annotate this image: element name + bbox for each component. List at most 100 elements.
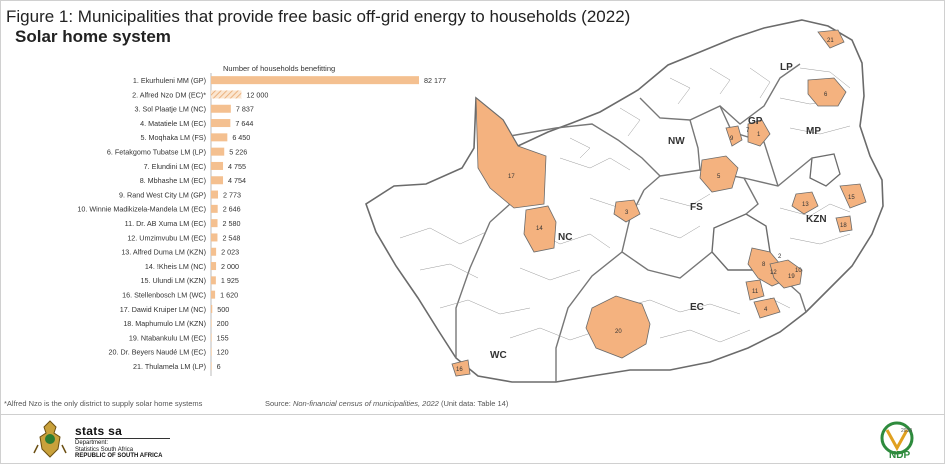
region-number: 12 bbox=[770, 270, 777, 276]
region-3 bbox=[613, 199, 641, 223]
region-number: 18 bbox=[840, 223, 847, 229]
bar-value-label: 155 bbox=[217, 333, 229, 342]
bar-value-label: 2 000 bbox=[221, 262, 239, 271]
region-number: 1 bbox=[757, 132, 761, 138]
bar-value-label: 4 755 bbox=[228, 162, 246, 171]
category-label: 21. Thulamela LM (LP) bbox=[133, 362, 206, 371]
municipal-borders bbox=[399, 67, 851, 343]
region-4 bbox=[753, 297, 781, 319]
footer-divider bbox=[0, 414, 945, 415]
category-label: 11. Dr. AB Xuma LM (EC) bbox=[125, 219, 206, 228]
stats-sa-name: stats sa bbox=[75, 424, 123, 438]
category-label: 6. Fetakgomo Tubatse LM (LP) bbox=[107, 147, 206, 156]
highlighted-municipalities bbox=[451, 29, 867, 377]
stats-sa-dept-line1: Department: bbox=[75, 440, 109, 446]
region-number: 2 bbox=[778, 254, 782, 260]
bar bbox=[211, 333, 212, 342]
stats-sa-dept-line2: Statistics South Africa bbox=[75, 446, 134, 453]
region-number: 16 bbox=[456, 367, 463, 373]
stats-sa-underline bbox=[75, 438, 170, 439]
chart-axis-label: Number of households benefitting bbox=[223, 64, 335, 73]
province-label-lp: LP bbox=[780, 62, 793, 73]
region-20 bbox=[585, 295, 651, 359]
category-label: 12. Umzimvubu LM (EC) bbox=[127, 233, 206, 242]
category-label: 4. Matatiele LM (EC) bbox=[140, 119, 206, 128]
region-1 bbox=[747, 119, 771, 147]
region-15 bbox=[839, 183, 867, 209]
region-6 bbox=[807, 77, 847, 107]
bar-value-label: 2 773 bbox=[223, 190, 241, 199]
region-number: 19 bbox=[788, 274, 795, 280]
category-label: 18. Maphumulo LM (KZN) bbox=[123, 319, 206, 328]
bar-value-label: 2 646 bbox=[223, 205, 241, 214]
province-label-gp: GP bbox=[748, 116, 763, 127]
figure-title: Figure 1: Municipalities that provide fr… bbox=[6, 7, 631, 26]
region-number: 15 bbox=[848, 195, 855, 201]
south-africa-map: 17 14 3 5 9 1 6 21 13 15 18 8 12 19 10 1… bbox=[365, 19, 884, 383]
bar-value-label: 7 644 bbox=[235, 119, 253, 128]
category-label: 9. Rand West City LM (GP) bbox=[119, 190, 206, 199]
bar bbox=[211, 90, 242, 99]
region-11 bbox=[745, 279, 765, 301]
bar-chart: Number of households benefitting 1. Ekur… bbox=[77, 64, 446, 376]
region-17 bbox=[475, 97, 547, 209]
category-label: 16. Stellenbosch LM (WC) bbox=[122, 290, 206, 299]
bar bbox=[211, 161, 224, 170]
bar-value-label: 82 177 bbox=[424, 76, 446, 85]
region-number: 5 bbox=[717, 174, 721, 180]
bar bbox=[211, 219, 218, 228]
category-label: 8. Mbhashe LM (EC) bbox=[140, 176, 206, 185]
category-label: 7. Elundini LM (EC) bbox=[144, 162, 206, 171]
region-number: 11 bbox=[752, 289, 759, 295]
province-label-fs: FS bbox=[690, 202, 703, 213]
region-number: 4 bbox=[764, 307, 768, 313]
bar-value-label: 120 bbox=[217, 348, 229, 357]
source-suffix: (Unit data: Table 14) bbox=[438, 399, 509, 408]
figure-subtitle: Solar home system bbox=[15, 27, 171, 46]
region-number: 6 bbox=[824, 92, 828, 98]
source-title: Non-financial census of municipalities, … bbox=[292, 399, 439, 408]
stats-sa-department: Department: Statistics South Africa bbox=[75, 440, 133, 453]
bar bbox=[211, 76, 419, 85]
region-number: 14 bbox=[536, 226, 543, 232]
region-14 bbox=[523, 205, 557, 253]
region-number: 8 bbox=[762, 262, 766, 268]
region-18 bbox=[835, 215, 853, 233]
category-label: 10. Winnie Madikizela-Mandela LM (EC) bbox=[77, 205, 206, 214]
ndp-year: 2030 bbox=[901, 428, 912, 434]
bar-value-label: 2 548 bbox=[222, 233, 240, 242]
province-label-mp: MP bbox=[806, 126, 821, 137]
bar-value-label: 200 bbox=[217, 319, 229, 328]
category-label: 19. Ntabankulu LM (EC) bbox=[129, 333, 206, 342]
bar-value-label: 500 bbox=[217, 305, 229, 314]
bar bbox=[211, 290, 216, 299]
bar bbox=[211, 190, 219, 199]
bar-value-label: 6 450 bbox=[232, 133, 250, 142]
bar bbox=[211, 133, 228, 142]
region-number: 3 bbox=[625, 210, 629, 216]
province-label-kzn: KZN bbox=[806, 214, 827, 225]
bar bbox=[211, 119, 231, 128]
bar bbox=[211, 233, 218, 242]
region-number: 13 bbox=[802, 202, 809, 208]
category-label: 20. Dr. Beyers Naudé LM (EC) bbox=[109, 348, 206, 357]
region-10-19 bbox=[769, 259, 803, 289]
bar-value-label: 2 580 bbox=[223, 219, 241, 228]
source-prefix: Source: bbox=[265, 399, 293, 408]
region-13 bbox=[791, 191, 819, 215]
region-number: 21 bbox=[827, 38, 834, 44]
eswatini-outline bbox=[809, 153, 841, 187]
bar bbox=[211, 319, 212, 328]
bar-value-label: 5 226 bbox=[229, 147, 247, 156]
region-number: 10 bbox=[795, 268, 802, 274]
bar-value-label: 7 837 bbox=[236, 105, 254, 114]
bar bbox=[211, 304, 213, 313]
region-number: 9 bbox=[730, 136, 734, 142]
bar bbox=[211, 247, 217, 256]
bar bbox=[211, 176, 224, 185]
bar bbox=[211, 104, 231, 113]
category-label: 15. Ulundi LM (KZN) bbox=[140, 276, 206, 285]
bar-value-label: 6 bbox=[217, 362, 221, 371]
category-label: 3. Sol Plaatje LM (NC) bbox=[135, 105, 207, 114]
bar bbox=[211, 276, 216, 285]
